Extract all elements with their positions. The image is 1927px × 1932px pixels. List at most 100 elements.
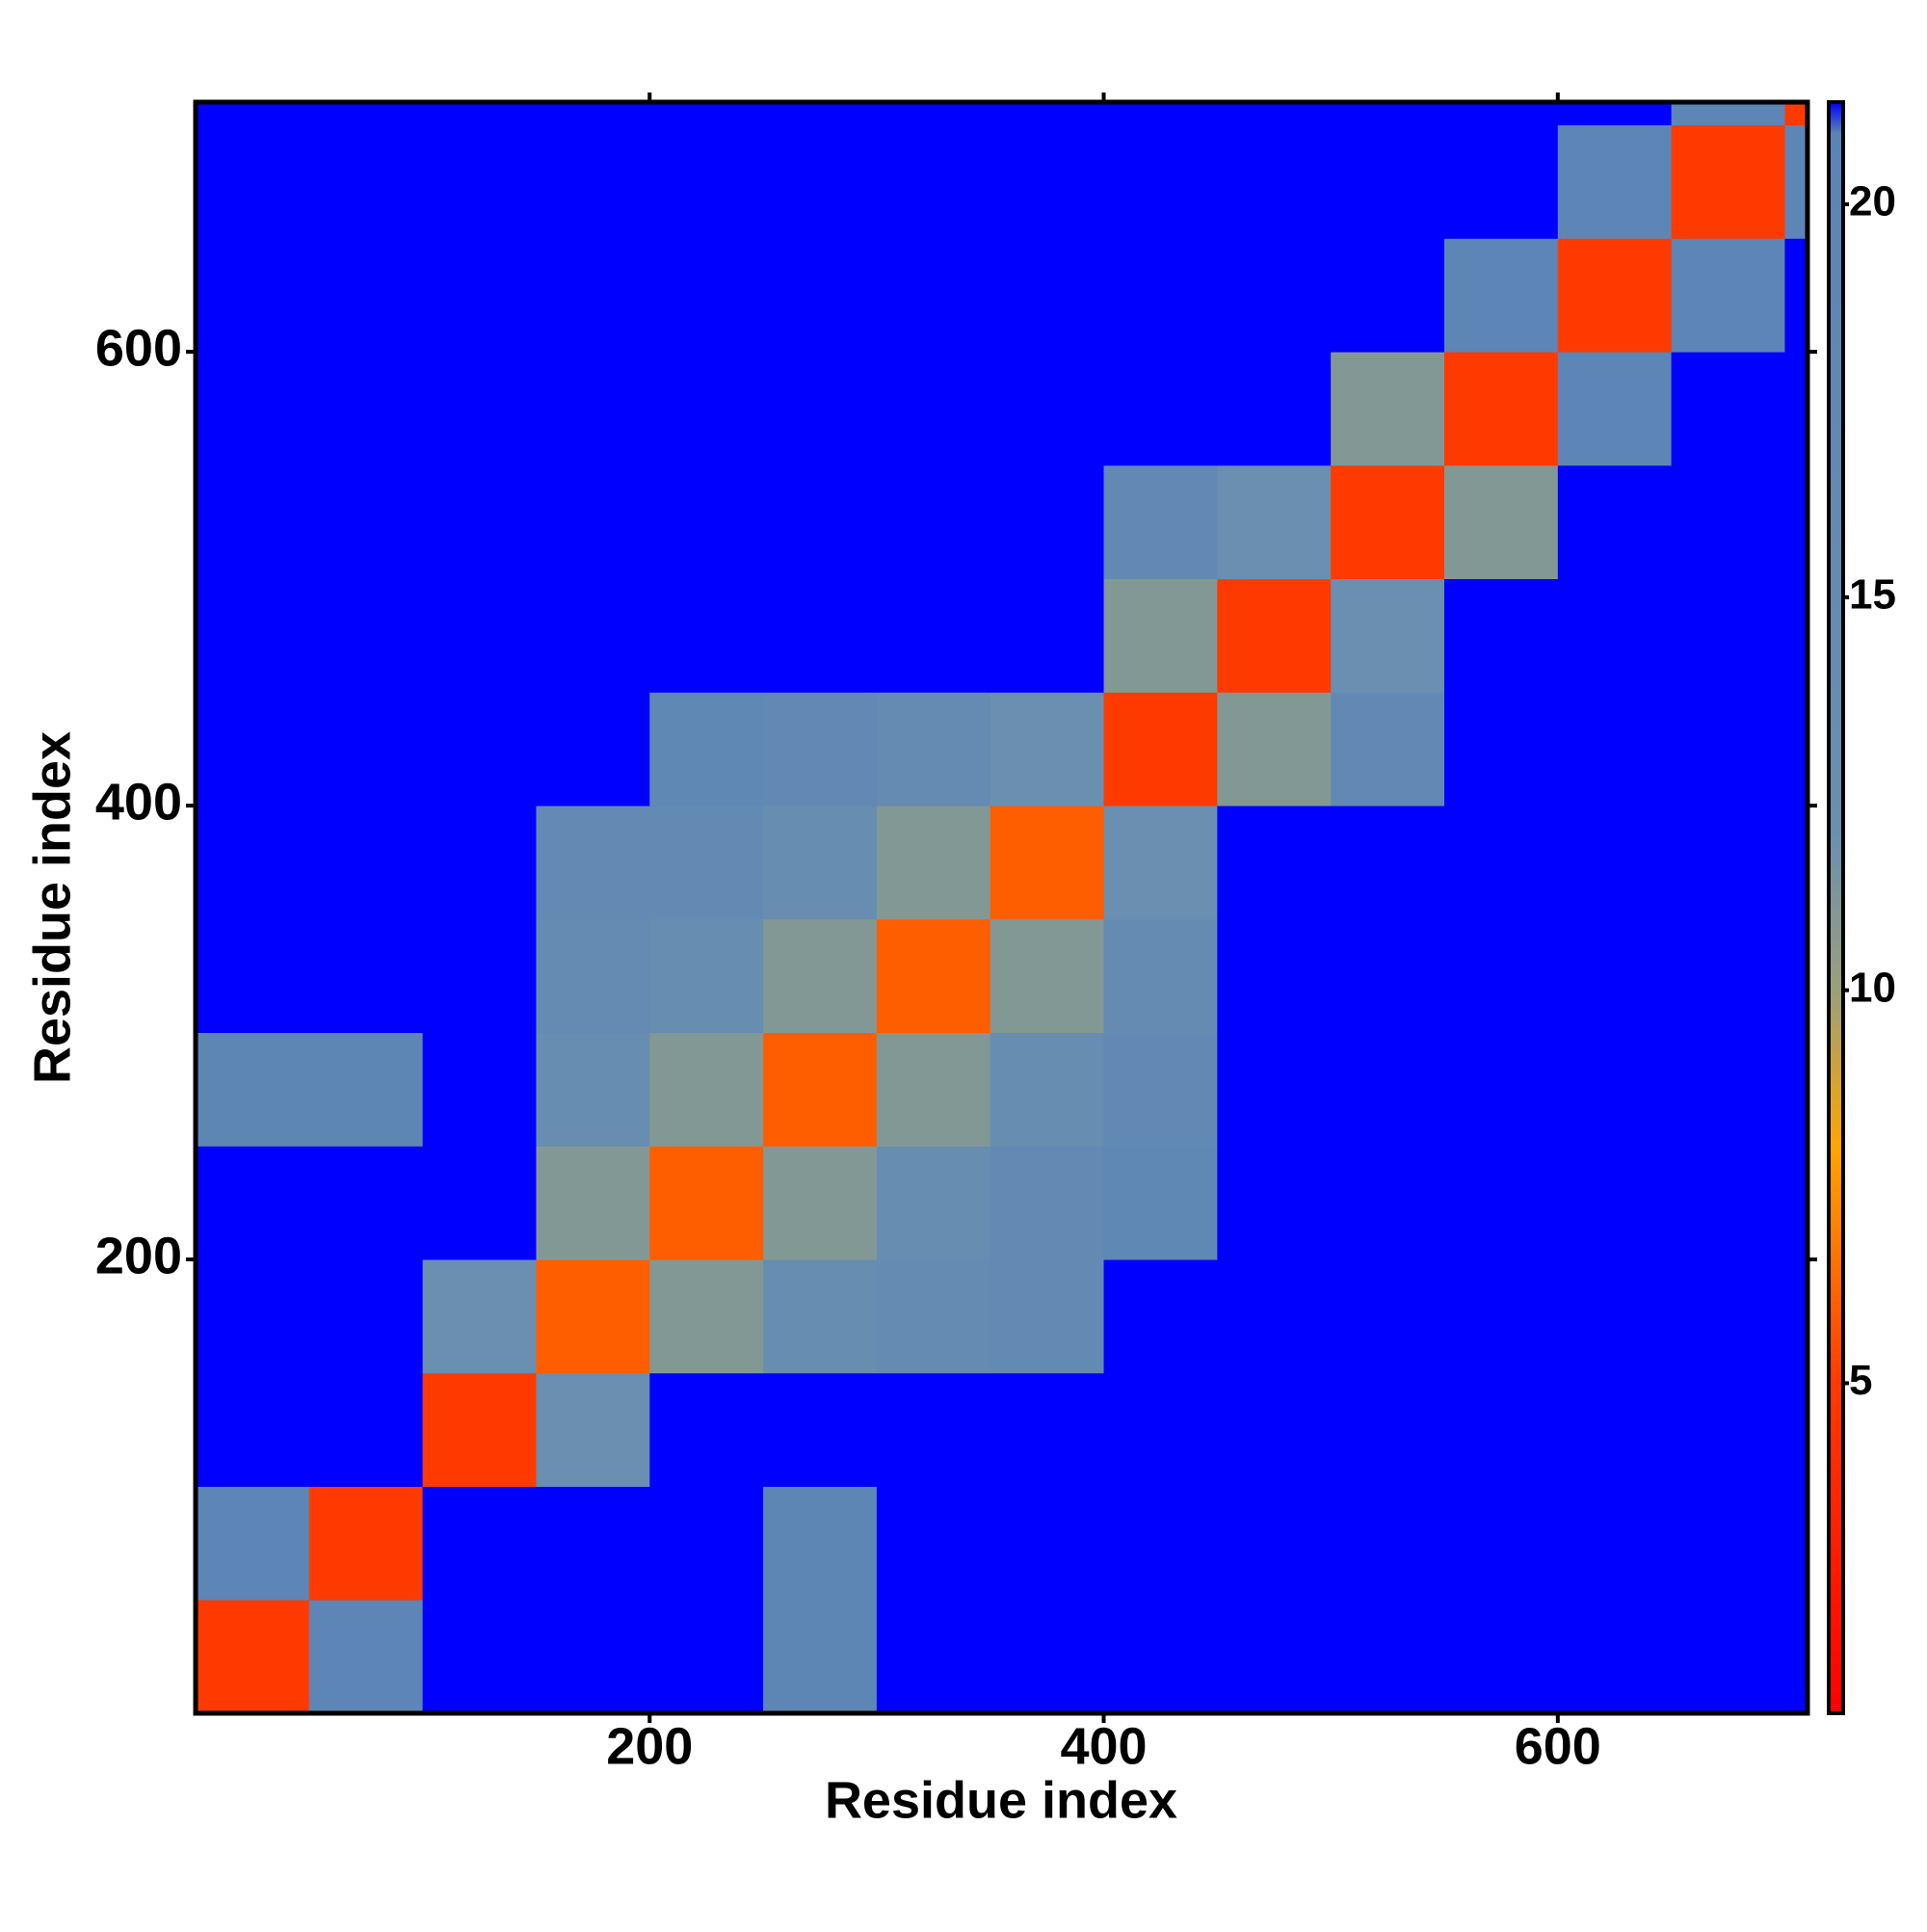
heatmap-cell <box>422 1146 537 1260</box>
heatmap-cell <box>876 352 991 466</box>
heatmap-cell <box>1784 102 1808 126</box>
colorbar-tick-label: 10 <box>1849 964 1896 1011</box>
colorbar <box>1827 100 1845 1715</box>
heatmap-cell <box>1103 918 1218 1034</box>
heatmap-cell <box>763 124 878 239</box>
heatmap-cell <box>196 238 310 353</box>
heatmap-cell <box>1443 692 1559 807</box>
heatmap-cell <box>308 124 424 239</box>
heatmap-cell <box>536 918 650 1034</box>
y-axis-title: Residue index <box>23 731 81 1084</box>
heatmap-cell <box>422 692 537 807</box>
heatmap-cell <box>196 1146 310 1260</box>
heatmap-cell <box>308 1146 424 1260</box>
heatmap-cell <box>649 1486 764 1601</box>
heatmap-cell <box>308 806 424 920</box>
heatmap-cell <box>1443 918 1559 1034</box>
heatmap-cell <box>1217 102 1332 126</box>
colorbar-tick-label: 5 <box>1849 1357 1872 1404</box>
heatmap-cell <box>1784 124 1808 239</box>
heatmap-cell <box>763 806 878 920</box>
heatmap-cell <box>1443 578 1559 693</box>
heatmap-cell <box>1103 1372 1218 1488</box>
heatmap-cell <box>649 464 764 580</box>
heatmap-cell <box>1443 806 1559 920</box>
heatmap-cell <box>649 806 764 920</box>
heatmap-cell <box>1331 238 1445 353</box>
heatmap-cell <box>1217 1372 1332 1488</box>
heatmap-cell <box>763 1372 878 1488</box>
heatmap-cell <box>422 1600 537 1714</box>
heatmap-cell <box>1671 1032 1785 1147</box>
y-tick-label: 400 <box>95 773 182 831</box>
heatmap-cell <box>1331 464 1445 580</box>
heatmap-cell <box>876 1600 991 1714</box>
heatmap-cell <box>990 1486 1105 1601</box>
heatmap-cell <box>1443 238 1559 353</box>
heatmap-cell <box>536 806 650 920</box>
heatmap-cell <box>1671 464 1785 580</box>
heatmap-cell <box>1103 464 1218 580</box>
heatmap-cell <box>1331 1032 1445 1147</box>
heatmap-cell <box>1217 806 1332 920</box>
heatmap-cell <box>1784 1259 1808 1374</box>
heatmap-cell <box>422 238 537 353</box>
heatmap-cell <box>422 352 537 466</box>
heatmap-cell <box>1331 1486 1445 1601</box>
heatmap-cell <box>1331 1600 1445 1714</box>
heatmap-cell <box>1671 918 1785 1034</box>
heatmap-cell <box>876 238 991 353</box>
heatmap-cell <box>649 102 764 126</box>
heatmap-cell <box>536 692 650 807</box>
x-axis-title: Residue index <box>825 1771 1177 1829</box>
heatmap-cell <box>536 238 650 353</box>
heatmap-cell <box>990 918 1105 1034</box>
heatmap-cell <box>649 692 764 807</box>
heatmap-cell <box>990 578 1105 693</box>
heatmap-cell <box>763 238 878 353</box>
heatmap-cell <box>876 692 991 807</box>
heatmap-cell <box>1784 1032 1808 1147</box>
heatmap-cell <box>422 102 537 126</box>
heatmap-cell <box>876 102 991 126</box>
heatmap-cell <box>1103 806 1218 920</box>
heatmap-cell <box>763 1146 878 1260</box>
heatmap-cell <box>1103 1259 1218 1374</box>
heatmap-cell <box>308 918 424 1034</box>
heatmap-cell <box>536 1372 650 1488</box>
heatmap-cell <box>1557 102 1673 126</box>
heatmap-cell <box>763 578 878 693</box>
heatmap-cell <box>1443 464 1559 580</box>
heatmap-cell <box>1103 692 1218 807</box>
heatmap-cell <box>1784 806 1808 920</box>
heatmap-cell <box>422 918 537 1034</box>
heatmap-cell <box>1331 352 1445 466</box>
heatmap-cell <box>990 1032 1105 1147</box>
heatmap-cell <box>876 1146 991 1260</box>
heatmap-cell <box>876 1032 991 1147</box>
heatmap-cell <box>536 464 650 580</box>
heatmap-cell <box>308 102 424 126</box>
heatmap-cell <box>1784 1486 1808 1601</box>
heatmap-cell <box>1671 692 1785 807</box>
heatmap-cell <box>196 806 310 920</box>
heatmap-cell <box>1557 1259 1673 1374</box>
heatmap-cell <box>1443 1372 1559 1488</box>
heatmap-cell <box>763 464 878 580</box>
heatmap-cell <box>763 918 878 1034</box>
x-tick-label: 400 <box>1060 1717 1147 1775</box>
heatmap-cell <box>990 464 1105 580</box>
heatmap-cell <box>196 918 310 1034</box>
heatmap-cell <box>422 464 537 580</box>
heatmap-cell <box>1557 918 1673 1034</box>
heatmap-cell <box>990 124 1105 239</box>
heatmap-cell <box>308 1032 424 1147</box>
heatmap-cell <box>308 1372 424 1488</box>
y-tick-label: 200 <box>95 1227 182 1284</box>
heatmap-cell <box>1103 238 1218 353</box>
heatmap-cell <box>649 918 764 1034</box>
heatmap-cell <box>1217 464 1332 580</box>
heatmap-cell <box>196 692 310 807</box>
heatmap-cell <box>649 352 764 466</box>
